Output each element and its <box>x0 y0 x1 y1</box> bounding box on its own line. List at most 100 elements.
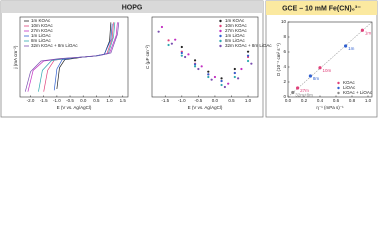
legend-label: 1m KOAc <box>31 18 51 23</box>
x-tick-label: 0.5 <box>228 98 235 103</box>
point <box>223 85 226 89</box>
x-tick-label: -1.0 <box>53 98 61 103</box>
series-line <box>24 22 120 92</box>
point <box>174 38 177 41</box>
point <box>233 71 236 75</box>
point <box>200 65 203 68</box>
point <box>213 75 217 79</box>
legend-label: KOAc <box>343 80 356 85</box>
point <box>246 54 250 57</box>
legend-swatch <box>219 29 222 33</box>
x-tick-label: -1.0 <box>178 98 186 103</box>
legend-label: 8m LiOAc <box>31 38 52 43</box>
point-label: 32m+8m <box>295 93 313 98</box>
point <box>220 77 223 80</box>
y-tick-label: 6 <box>283 49 286 54</box>
graphic: HOPG GCE – 10 mM Fe(CN)₆³⁻ -2.0 -1.5 -1.0-… <box>0 0 378 118</box>
point <box>193 63 197 66</box>
hopg-header-bar <box>1 1 263 13</box>
point <box>233 75 236 79</box>
x-tick-label: 0.0 <box>212 98 219 103</box>
y-tick-label: 10 <box>281 19 287 24</box>
point <box>220 79 223 83</box>
point <box>308 74 312 78</box>
hopg-panel <box>0 0 264 118</box>
x-tick-label: 1.5 <box>120 98 127 103</box>
point <box>246 50 250 53</box>
point <box>227 82 230 85</box>
legend-swatch <box>337 86 340 90</box>
point <box>167 43 170 47</box>
legend-label: 1m LiOAc <box>225 33 246 38</box>
gce-header-bar <box>266 1 377 15</box>
legend-label: 1m KOAc <box>225 18 245 23</box>
legend-swatch <box>337 81 340 85</box>
point <box>193 65 197 68</box>
point <box>237 77 240 80</box>
point <box>207 73 210 76</box>
point <box>157 30 160 33</box>
point-label: 27m <box>300 88 309 93</box>
x-tick-label: 0.2 <box>301 98 308 103</box>
point <box>207 75 210 79</box>
plot-frame <box>151 16 259 98</box>
point <box>180 54 183 57</box>
point <box>233 67 236 71</box>
legend-label: 10m KOAc <box>31 23 54 28</box>
plot-frame <box>19 16 129 98</box>
hopg-header: HOPG <box>122 4 143 11</box>
point <box>344 44 348 48</box>
point <box>250 62 253 65</box>
point <box>184 55 187 59</box>
legend-label: KOAc + LiOAc <box>343 90 373 95</box>
legend-label: 32m KOAc + 8m LiOAc <box>31 43 78 48</box>
y-tick-label: 4 <box>283 64 286 69</box>
point <box>167 39 170 42</box>
point <box>240 67 243 71</box>
legend-label: 10m KOAc <box>225 23 248 28</box>
y-tick-label: 0 <box>283 94 286 99</box>
legend-label: 1m LiOAc <box>31 33 52 38</box>
point <box>291 90 295 95</box>
point <box>197 67 200 71</box>
point <box>160 25 164 29</box>
x-tick-label: -0.5 <box>194 98 202 103</box>
y-tick-label: 8 <box>283 34 286 39</box>
x-tick-label: 0.8 <box>349 98 356 103</box>
x-axis-label: E (V vs. Ag/AgCl) <box>57 105 92 110</box>
x-tick-label: 0.4 <box>317 98 324 103</box>
x-tick-label: -2.0 <box>27 98 35 103</box>
point <box>180 45 183 49</box>
y-axis-label: C (μF cm⁻²) <box>145 45 150 69</box>
point <box>220 83 223 87</box>
point <box>210 78 213 81</box>
y-axis-label: j (mA cm⁻²) <box>13 45 18 69</box>
point <box>207 70 210 73</box>
x-tick-label: 0.0 <box>285 98 292 103</box>
point <box>193 59 197 62</box>
point <box>187 53 190 56</box>
legend-swatch <box>219 44 222 48</box>
point-label: 8m <box>313 76 320 81</box>
x-tick-label: 1.0 <box>106 98 113 103</box>
legend-swatch <box>219 24 222 28</box>
x-tick-label: 0.0 <box>80 98 87 103</box>
legend-swatch <box>219 39 222 43</box>
point <box>180 51 183 55</box>
x-tick-label: -1.5 <box>161 98 169 103</box>
point <box>170 42 173 45</box>
gce-panel <box>265 0 378 118</box>
point-label: 10m <box>323 68 332 73</box>
x-tick-label: 0.5 <box>93 98 100 103</box>
point <box>296 86 300 90</box>
x-tick-label: -0.5 <box>66 98 74 103</box>
chart-title: GCE – 10 mM Fe(CN)₆³⁻ <box>282 5 361 12</box>
x-axis-label: η⁻¹ (mPa s)⁻¹ <box>316 105 344 110</box>
x-tick-label: 0.6 <box>333 98 340 103</box>
x-tick-label: 1.0 <box>245 98 252 103</box>
legend-label: 8m LiOAc <box>225 38 246 43</box>
x-tick-label: 1.0 <box>365 98 372 103</box>
plot-frame <box>287 21 373 98</box>
legend-label: 32m KOAc + 8m LiOAc <box>225 43 272 48</box>
legend-label: 27m KOAc <box>31 28 54 33</box>
